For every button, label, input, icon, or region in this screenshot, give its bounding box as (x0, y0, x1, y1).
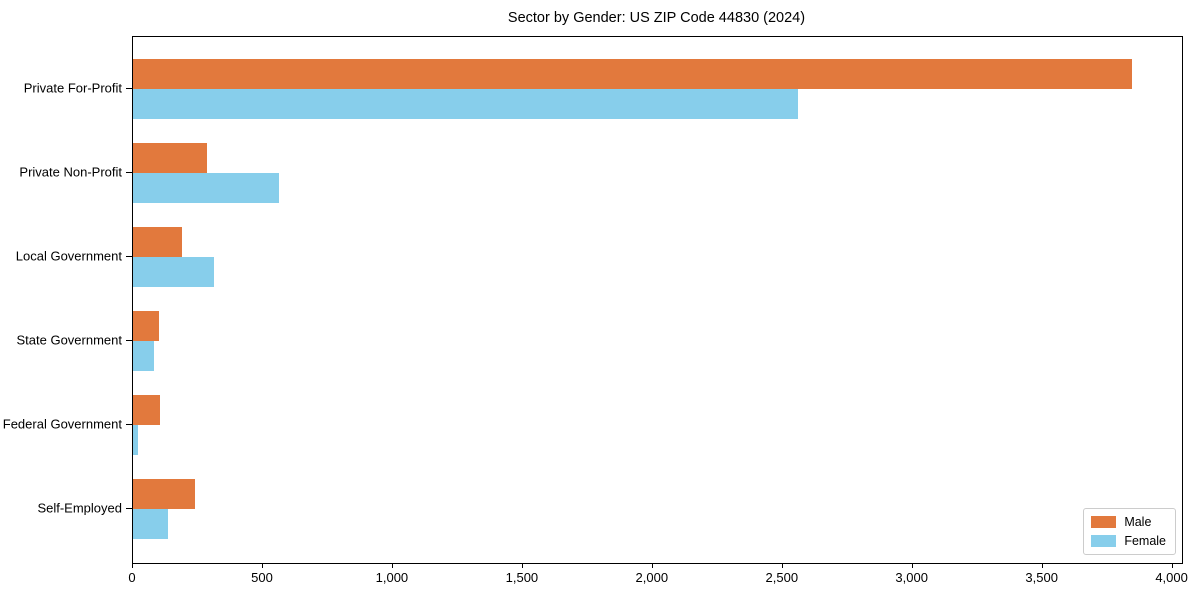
xtick-label: 3,500 (1025, 570, 1058, 585)
legend-label-female: Female (1124, 534, 1166, 548)
plot-area: Male Female (132, 36, 1183, 564)
legend-item-male: Male (1091, 515, 1166, 529)
bar-female-private-for-profit (133, 89, 799, 119)
xtick-label: 2,000 (635, 570, 669, 585)
ytick-mark (126, 424, 132, 425)
xtick-mark (262, 563, 263, 568)
ytick-mark (126, 340, 132, 341)
legend-swatch-female (1091, 535, 1117, 547)
xtick-mark (1171, 563, 1173, 568)
xtick-label: 0 (128, 570, 136, 585)
xtick-mark (391, 563, 393, 568)
bar-female-state-government (133, 341, 154, 371)
bar-female-local-government (133, 257, 214, 287)
ytick-label: Private Non-Profit (19, 164, 122, 180)
bar-male-private-for-profit (133, 59, 1133, 89)
legend-label-male: Male (1124, 515, 1152, 529)
xtick-label: 1,500 (505, 570, 539, 585)
xtick-mark (651, 563, 653, 568)
xtick-label: 500 (251, 570, 273, 585)
bar-female-federal-government (133, 425, 139, 455)
xtick-label: 4,000 (1155, 570, 1188, 585)
xtick-label: 2,500 (765, 570, 799, 585)
ytick-mark (126, 88, 132, 89)
legend-swatch-male (1091, 516, 1117, 528)
xtick-mark (1041, 563, 1043, 568)
bar-female-private-non-profit (133, 173, 279, 203)
xtick-label: 3,000 (895, 570, 928, 585)
xtick-mark (781, 563, 783, 568)
chart-title: Sector by Gender: US ZIP Code 44830 (202… (507, 10, 806, 26)
ytick-label: Private For-Profit (23, 80, 122, 96)
legend-item-female: Female (1091, 534, 1166, 548)
ytick-mark (126, 256, 132, 257)
ytick-label: Federal Government (2, 416, 122, 432)
bar-male-private-non-profit (133, 143, 208, 173)
legend: Male Female (1083, 508, 1176, 555)
bar-male-state-government (133, 311, 159, 341)
bar-male-self-employed (133, 479, 196, 509)
ytick-label: Self-Employed (37, 500, 122, 516)
xtick-label: 1,000 (375, 570, 409, 585)
xtick-mark (132, 563, 133, 568)
xtick-mark (911, 563, 913, 568)
xtick-mark (521, 563, 523, 568)
bar-male-local-government (133, 227, 183, 257)
bar-female-self-employed (133, 509, 169, 539)
bar-male-federal-government (133, 395, 161, 425)
ytick-label: State Government (16, 332, 123, 348)
ytick-mark (126, 508, 132, 509)
ytick-label: Local Government (15, 248, 122, 264)
ytick-mark (126, 172, 132, 173)
